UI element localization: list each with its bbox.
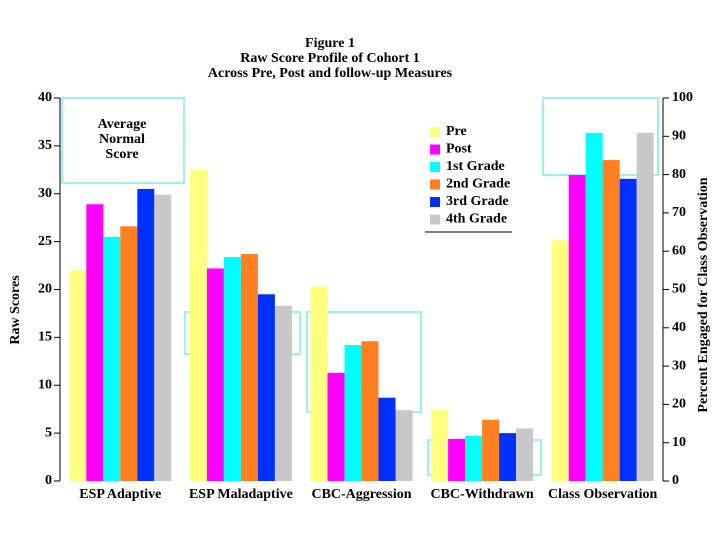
bar bbox=[137, 188, 155, 481]
bar bbox=[223, 256, 241, 481]
bar bbox=[602, 160, 620, 481]
y-tick-label: 15 bbox=[38, 330, 52, 345]
legend-label: Pre bbox=[446, 124, 467, 139]
legend-swatch bbox=[430, 162, 440, 172]
legend-label: 3rd Grade bbox=[446, 194, 509, 209]
y-tick-label: 35 bbox=[38, 138, 52, 153]
y2-tick-label: 30 bbox=[672, 358, 686, 373]
legend-swatch bbox=[430, 214, 440, 225]
bar bbox=[120, 226, 138, 481]
y2-tick-label: 80 bbox=[672, 167, 686, 182]
chart-title: Across Pre, Post and follow-up Measures bbox=[208, 66, 453, 81]
legend-swatch bbox=[430, 179, 440, 190]
bar bbox=[636, 132, 654, 481]
bar bbox=[499, 433, 517, 481]
bar bbox=[344, 345, 362, 481]
bar bbox=[86, 204, 104, 481]
y2-tick-label: 40 bbox=[672, 320, 686, 335]
y-tick-label: 25 bbox=[38, 234, 52, 249]
bar bbox=[240, 254, 258, 481]
bar bbox=[551, 240, 569, 481]
bar bbox=[516, 428, 534, 481]
bar bbox=[206, 268, 224, 481]
bar bbox=[585, 132, 603, 481]
x-tick-label: Class Observation bbox=[548, 487, 658, 502]
y2-tick-label: 100 bbox=[672, 90, 693, 105]
bar bbox=[568, 174, 586, 481]
annotation: Score bbox=[105, 147, 138, 162]
chart-title: Raw Score Profile of Cohort 1 bbox=[240, 51, 420, 66]
y-tick-label: 20 bbox=[38, 282, 52, 297]
x-tick-label: CBC-Aggression bbox=[311, 487, 411, 502]
bar bbox=[465, 435, 483, 481]
annotation: Average bbox=[98, 117, 147, 132]
y2-tick-label: 70 bbox=[672, 205, 686, 220]
legend-label: 1st Grade bbox=[446, 159, 505, 174]
bar bbox=[431, 410, 449, 481]
bar bbox=[327, 372, 345, 481]
y2-tick-label: 20 bbox=[672, 397, 686, 412]
y-tick-label: 0 bbox=[45, 473, 52, 488]
y2-tick-label: 90 bbox=[672, 129, 686, 144]
bar bbox=[69, 270, 87, 481]
y2-tick-label: 60 bbox=[672, 243, 686, 258]
bar bbox=[378, 397, 396, 481]
bar bbox=[154, 194, 172, 481]
annotation-box bbox=[61, 97, 185, 184]
legend-label: 2nd Grade bbox=[446, 177, 510, 192]
y-axis-label: Raw Scores bbox=[8, 275, 23, 345]
legend-label: 4th Grade bbox=[446, 212, 507, 227]
y2-tick-label: 10 bbox=[672, 435, 686, 450]
legend-label: Post bbox=[446, 142, 472, 157]
bar bbox=[274, 305, 292, 481]
bar bbox=[482, 419, 500, 481]
x-tick-label: ESP Adaptive bbox=[79, 487, 161, 502]
bar bbox=[448, 438, 466, 481]
bar bbox=[257, 294, 275, 481]
y-tick-label: 5 bbox=[45, 425, 52, 440]
bar bbox=[619, 178, 637, 482]
bar bbox=[361, 341, 379, 481]
y2-tick-label: 0 bbox=[672, 473, 679, 488]
y2-tick-label: 50 bbox=[672, 282, 686, 297]
y2-axis-label: Percent Engaged for Class Observation bbox=[696, 177, 711, 412]
legend-swatch bbox=[430, 197, 440, 207]
annotation: Normal bbox=[99, 132, 145, 147]
x-tick-label: ESP Maladaptive bbox=[189, 487, 293, 502]
bar bbox=[103, 236, 121, 481]
x-tick-label: CBC-Withdrawn bbox=[430, 487, 533, 502]
legend-swatch bbox=[430, 127, 440, 137]
bar bbox=[395, 410, 413, 481]
y-tick-label: 30 bbox=[38, 186, 52, 201]
bar bbox=[310, 286, 328, 481]
bar bbox=[189, 169, 207, 481]
y-tick-label: 40 bbox=[38, 90, 52, 105]
legend-swatch bbox=[430, 144, 440, 155]
y-tick-label: 10 bbox=[38, 377, 52, 392]
chart-title: Figure 1 bbox=[305, 36, 355, 51]
